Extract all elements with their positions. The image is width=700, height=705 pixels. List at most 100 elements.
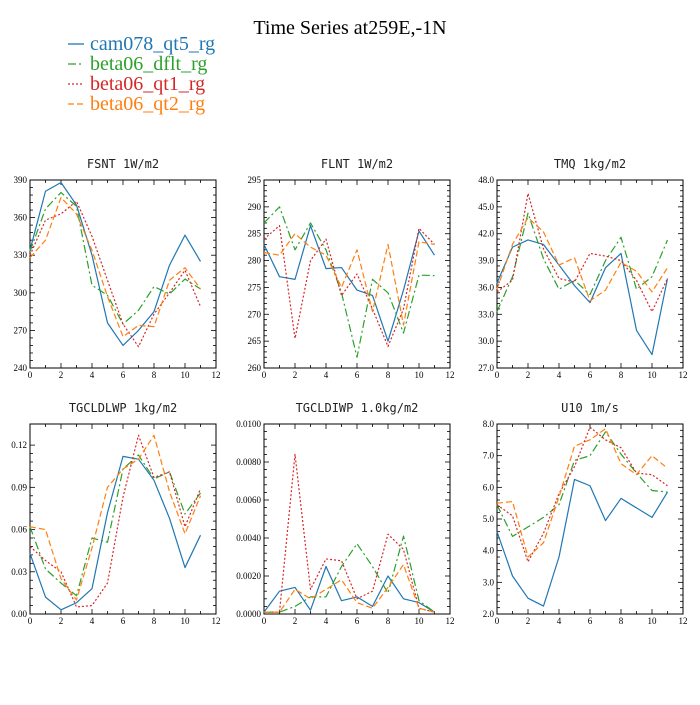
x-tick-label: 0 — [262, 616, 267, 626]
y-tick-label: 8.0 — [483, 419, 495, 429]
series-line-beta06_qt1_rg — [264, 453, 435, 613]
series-line-beta06_dflt_rg — [496, 212, 669, 312]
x-tick-label: 10 — [181, 616, 191, 626]
x-tick-label: 12 — [212, 370, 221, 380]
y-tick-label: 295 — [248, 175, 262, 185]
series-line-beta06_dflt_rg — [496, 431, 668, 538]
y-tick-label: 290 — [248, 202, 262, 212]
y-tick-label: 270 — [248, 309, 262, 319]
x-tick-label: 10 — [648, 370, 658, 380]
x-tick-label: 6 — [588, 616, 593, 626]
y-tick-label: 45.0 — [478, 202, 494, 212]
y-tick-label: 240 — [14, 363, 28, 373]
x-tick-label: 4 — [557, 616, 562, 626]
x-tick-label: 12 — [679, 370, 688, 380]
x-tick-label: 4 — [324, 370, 329, 380]
y-tick-label: 275 — [248, 282, 262, 292]
y-tick-label: 3.0 — [483, 577, 495, 587]
x-tick-label: 0 — [495, 370, 500, 380]
x-tick-label: 8 — [152, 370, 157, 380]
x-tick-label: 6 — [355, 370, 360, 380]
chart-panel: TGCLDIWP 1.0kg/m2 0 2 4 6 8 10 12 0.0000 0.0020 0.… — [236, 401, 454, 626]
x-tick-label: 10 — [415, 616, 425, 626]
y-tick-label: 0.12 — [11, 440, 27, 450]
y-tick-label: 30.0 — [478, 336, 494, 346]
series-line-beta06_qt2_rg — [264, 563, 435, 613]
panel-title: FLNT 1W/m2 — [321, 157, 393, 171]
y-tick-label: 0.0080 — [236, 457, 261, 467]
y-tick-label: 280 — [248, 256, 262, 266]
series-line-beta06_qt2_rg — [496, 428, 668, 558]
x-tick-label: 6 — [121, 370, 126, 380]
chart-panels: FSNT 1W/m20 2 4 6 8 10 12240270300330360390FLN… — [11, 157, 687, 626]
x-tick-label: 2 — [59, 370, 64, 380]
series-line-cam078_qt5_rg — [263, 225, 436, 342]
chart-panel: FLNT 1W/m2 0 2 4 6 8 10 12 260 265 270 275 280 285 290… — [248, 157, 455, 380]
panel-title: FSNT 1W/m2 — [87, 157, 159, 171]
x-tick-label: 4 — [90, 370, 95, 380]
plot-frame — [496, 423, 684, 615]
legend-item: beta06_qt1_rg — [68, 73, 205, 95]
x-tick-label: 0 — [28, 616, 33, 626]
x-tick-label: 8 — [619, 616, 624, 626]
legend-item: cam078_qt5_rg — [68, 33, 215, 55]
x-tick-label: 6 — [588, 370, 593, 380]
y-tick-label: 390 — [14, 175, 28, 185]
series-line-cam078_qt5_rg — [263, 565, 435, 613]
x-tick-label: 8 — [619, 370, 624, 380]
x-tick-label: 0 — [262, 370, 267, 380]
y-tick-label: 0.06 — [11, 525, 27, 535]
panel-title: U10 1m/s — [561, 401, 619, 415]
y-tick-label: 0.0100 — [236, 419, 261, 429]
plot-frame — [263, 423, 451, 615]
series-line-beta06_qt1_rg — [29, 434, 202, 608]
legend-label: cam078_qt5_rg — [90, 33, 215, 55]
x-tick-label: 8 — [386, 370, 391, 380]
x-tick-label: 8 — [386, 616, 391, 626]
y-tick-label: 0.0000 — [236, 609, 261, 619]
y-tick-label: 6.0 — [483, 482, 495, 492]
series-line-beta06_qt1_rg — [496, 426, 668, 563]
x-tick-label: 2 — [526, 370, 531, 380]
x-tick-label: 2 — [526, 616, 531, 626]
panel-title: TGCLDLWP 1kg/m2 — [69, 401, 177, 415]
x-tick-label: 12 — [679, 616, 688, 626]
plot-frame — [29, 423, 217, 615]
legend-label: beta06_qt2_rg — [90, 93, 205, 115]
series-line-beta06_qt2_rg — [29, 434, 202, 601]
series-line-cam078_qt5_rg — [29, 181, 202, 347]
y-tick-label: 260 — [248, 363, 262, 373]
series-line-beta06_dflt_rg — [263, 206, 435, 358]
chart-panel: TGCLDLWP 1kg/m2 0 2 4 6 8 10 12 0.00 0.03 0.06 0.09… — [11, 401, 220, 626]
legend-label: beta06_qt1_rg — [90, 73, 205, 95]
legend-label: beta06_dflt_rg — [90, 53, 207, 75]
y-tick-label: 0.00 — [11, 609, 27, 619]
y-tick-label: 48.0 — [478, 175, 494, 185]
x-tick-label: 2 — [59, 616, 64, 626]
x-tick-label: 4 — [90, 616, 95, 626]
figure-title: Time Series at259E,-1N — [253, 17, 446, 39]
x-tick-label: 10 — [415, 370, 425, 380]
series-line-beta06_dflt_rg — [29, 454, 201, 597]
x-tick-label: 0 — [495, 616, 500, 626]
y-tick-label: 42.0 — [478, 229, 494, 239]
x-tick-label: 4 — [557, 370, 562, 380]
y-tick-label: 0.0040 — [236, 533, 261, 543]
x-tick-label: 10 — [648, 616, 658, 626]
series-line-beta06_qt1_rg — [263, 225, 435, 348]
x-tick-label: 4 — [324, 616, 329, 626]
legend-item: beta06_dflt_rg — [68, 53, 207, 75]
panel-title: TMQ 1kg/m2 — [554, 157, 626, 171]
series-line-beta06_qt2_rg — [29, 196, 201, 338]
y-tick-label: 330 — [14, 250, 28, 260]
x-tick-label: 2 — [293, 370, 298, 380]
y-tick-label: 33.0 — [478, 309, 494, 319]
x-tick-label: 0 — [28, 370, 33, 380]
series-line-beta06_qt1_rg — [496, 192, 669, 313]
y-tick-label: 36.0 — [478, 282, 494, 292]
x-tick-label: 8 — [152, 616, 157, 626]
series-line-beta06_dflt_rg — [29, 191, 201, 325]
y-tick-label: 7.0 — [483, 451, 495, 461]
